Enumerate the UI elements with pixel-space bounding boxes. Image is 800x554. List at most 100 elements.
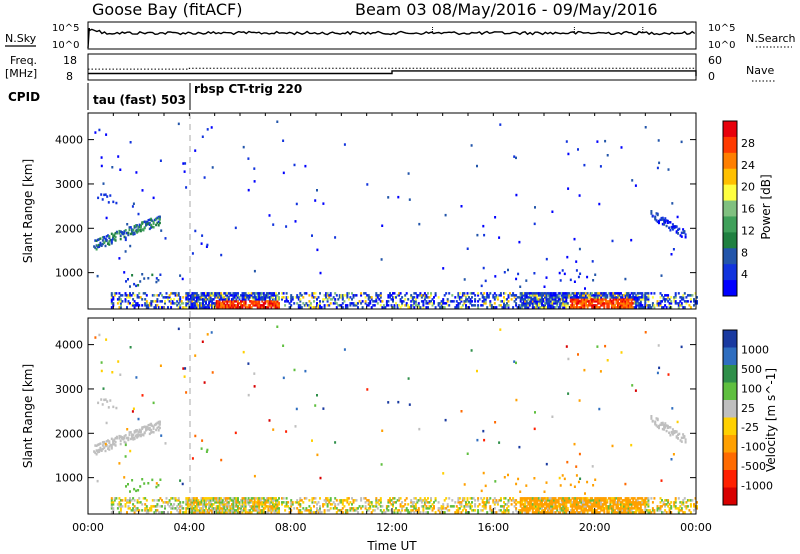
power-cell [474, 294, 477, 297]
power-cell [197, 306, 200, 309]
velocity-cell [680, 507, 683, 510]
power-cell [688, 304, 691, 307]
velocity-cell [606, 505, 609, 508]
velocity-cell [601, 499, 604, 502]
power-cell [461, 304, 464, 307]
power-cell [214, 296, 217, 299]
velocity-cell [118, 434, 121, 438]
velocity-cell [157, 422, 160, 425]
power-cell [638, 296, 641, 299]
velocity-cell [563, 509, 566, 512]
velocity-cell [139, 430, 142, 434]
velocity-cell [647, 503, 650, 506]
velocity-cell [101, 447, 104, 451]
power-cell [284, 300, 287, 303]
velocity-cell [253, 499, 256, 502]
power-cell [238, 296, 241, 299]
velocity-cell [589, 505, 592, 508]
velocity-cell [474, 505, 477, 508]
velocity-cell [528, 501, 531, 504]
power-cell [612, 298, 615, 301]
power-cell [364, 292, 367, 295]
power-cell [369, 300, 372, 303]
velocity-cell [578, 399, 581, 402]
power-cell [209, 300, 212, 303]
velocity-cell [200, 509, 203, 512]
power-cell [448, 292, 451, 295]
velocity-cell [504, 511, 507, 514]
power-cell [293, 163, 296, 167]
power-cell [591, 294, 594, 297]
power-cell [658, 304, 660, 307]
power-cell [287, 296, 290, 299]
power-cell [653, 304, 656, 307]
velocity-cell [422, 511, 425, 514]
velocity-cell [152, 425, 155, 428]
power-cell [230, 298, 233, 301]
power-cell [693, 304, 695, 307]
power-cell [295, 202, 298, 206]
power-cell [504, 304, 507, 307]
velocity-cell [210, 331, 213, 334]
power-cell [559, 279, 562, 282]
velocity-cell [253, 385, 256, 388]
velocity-cell [609, 505, 612, 508]
power-cell [188, 294, 191, 297]
velocity-cell [215, 505, 218, 508]
velocity-cell [433, 505, 435, 508]
velocity-cell [515, 509, 518, 512]
velocity-cell [629, 499, 632, 502]
power-cell [185, 186, 188, 189]
power-cell [664, 294, 667, 297]
power-cell [195, 306, 198, 309]
power-cell [638, 292, 641, 295]
velocity-cell [293, 368, 296, 372]
power-cell [655, 219, 658, 222]
power-cell [592, 279, 595, 282]
power-cell [594, 296, 597, 299]
velocity-cell [598, 499, 601, 502]
power-cell [531, 300, 534, 303]
velocity-cell [174, 507, 177, 510]
velocity-cell [215, 511, 218, 514]
power-cell [223, 296, 226, 299]
velocity-cell [633, 501, 636, 504]
power-cell [651, 215, 654, 218]
power-cell [203, 304, 206, 307]
power-cell [291, 296, 294, 299]
power-cell [606, 294, 609, 297]
velocity-cell [115, 497, 118, 500]
velocity-cell [110, 497, 113, 500]
power-cell [528, 300, 531, 303]
velocity-cell [626, 503, 629, 506]
velocity-cell [191, 499, 194, 502]
velocity-cell [100, 361, 103, 364]
power-cell [229, 304, 232, 307]
colorbar-segment [723, 184, 737, 202]
y-tick-label: 2000 [55, 222, 83, 235]
velocity-cell [693, 509, 695, 512]
velocity-cell [214, 509, 217, 512]
velocity-cell [273, 505, 276, 508]
power-cell [531, 304, 534, 307]
velocity-cell [126, 511, 128, 514]
velocity-cell [347, 497, 350, 500]
power-cell [423, 296, 426, 299]
power-cell [471, 292, 473, 295]
power-cell [203, 298, 206, 301]
velocity-cell [504, 509, 507, 512]
power-cell [367, 298, 370, 301]
velocity-cell [554, 511, 557, 514]
velocity-cell [385, 505, 388, 508]
power-cell [657, 139, 660, 142]
power-cell [613, 304, 616, 307]
velocity-cell [197, 499, 200, 502]
velocity-cell [258, 505, 261, 508]
velocity-cell [209, 503, 212, 506]
velocity-cell [282, 501, 285, 504]
velocity-cell [268, 501, 271, 504]
velocity-cell [417, 511, 420, 514]
velocity-cell [495, 499, 498, 502]
velocity-cell [129, 431, 132, 434]
power-cell [659, 302, 662, 305]
